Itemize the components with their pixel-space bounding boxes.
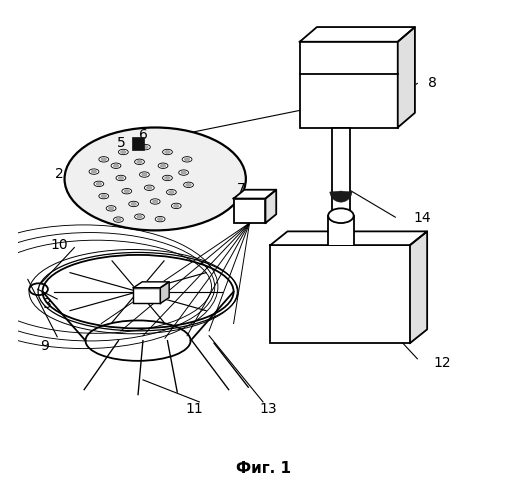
Ellipse shape (137, 215, 142, 218)
Polygon shape (160, 282, 169, 304)
Bar (270, 245, 410, 343)
Ellipse shape (118, 176, 124, 180)
Ellipse shape (99, 156, 109, 162)
Ellipse shape (163, 176, 173, 180)
Ellipse shape (135, 159, 145, 164)
Ellipse shape (106, 206, 116, 211)
Ellipse shape (140, 144, 150, 150)
Text: 2: 2 (55, 167, 64, 181)
Ellipse shape (163, 150, 173, 154)
Ellipse shape (116, 176, 126, 180)
Text: 6: 6 (138, 128, 147, 142)
Ellipse shape (96, 182, 102, 186)
Ellipse shape (114, 217, 124, 222)
Ellipse shape (89, 169, 99, 174)
Ellipse shape (124, 190, 129, 192)
Text: 5: 5 (117, 136, 125, 150)
Ellipse shape (116, 218, 121, 221)
Ellipse shape (143, 146, 148, 148)
Ellipse shape (118, 150, 128, 154)
Ellipse shape (145, 185, 154, 190)
Ellipse shape (122, 188, 132, 194)
Text: 11: 11 (186, 402, 203, 416)
Ellipse shape (141, 173, 147, 176)
Ellipse shape (165, 176, 170, 180)
Ellipse shape (108, 207, 114, 210)
Wedge shape (330, 191, 352, 202)
Ellipse shape (137, 160, 142, 164)
Ellipse shape (157, 218, 163, 220)
Ellipse shape (101, 194, 106, 198)
Text: Фиг. 1: Фиг. 1 (236, 460, 290, 475)
Ellipse shape (328, 208, 353, 223)
Ellipse shape (174, 204, 179, 208)
Bar (132, 137, 145, 149)
Ellipse shape (184, 158, 190, 161)
Ellipse shape (171, 203, 181, 208)
Ellipse shape (111, 163, 121, 168)
Polygon shape (398, 27, 415, 128)
Text: 3: 3 (43, 297, 52, 311)
Ellipse shape (153, 200, 158, 203)
Ellipse shape (135, 214, 145, 220)
Polygon shape (134, 282, 169, 288)
Ellipse shape (166, 190, 176, 195)
Bar (134, 288, 160, 304)
Ellipse shape (184, 182, 194, 188)
Text: 8: 8 (428, 76, 437, 90)
Ellipse shape (129, 201, 138, 206)
Ellipse shape (131, 202, 136, 205)
Polygon shape (266, 190, 276, 223)
Ellipse shape (169, 190, 174, 194)
Ellipse shape (94, 181, 104, 186)
Polygon shape (300, 27, 415, 42)
Ellipse shape (182, 156, 192, 162)
Text: 14: 14 (413, 211, 431, 225)
Ellipse shape (186, 184, 191, 186)
Text: 7: 7 (237, 182, 245, 196)
Polygon shape (270, 232, 427, 245)
Polygon shape (234, 190, 276, 198)
Bar (331, 128, 350, 216)
Polygon shape (410, 232, 427, 343)
Text: 10: 10 (51, 238, 68, 252)
Ellipse shape (113, 164, 119, 167)
Ellipse shape (101, 158, 106, 161)
Bar (300, 42, 398, 127)
Ellipse shape (147, 186, 152, 189)
Text: 9: 9 (41, 338, 49, 352)
Text: 13: 13 (259, 402, 277, 416)
Ellipse shape (155, 216, 165, 222)
Ellipse shape (158, 163, 168, 168)
Ellipse shape (165, 150, 170, 154)
Ellipse shape (139, 172, 149, 177)
Bar (328, 216, 353, 245)
Ellipse shape (120, 150, 126, 154)
Bar (234, 198, 266, 223)
Ellipse shape (150, 199, 160, 204)
Ellipse shape (99, 194, 109, 199)
Text: 12: 12 (433, 356, 451, 370)
Ellipse shape (91, 170, 97, 173)
Ellipse shape (181, 171, 186, 174)
Ellipse shape (179, 170, 188, 175)
Ellipse shape (65, 128, 246, 230)
Ellipse shape (160, 164, 166, 167)
